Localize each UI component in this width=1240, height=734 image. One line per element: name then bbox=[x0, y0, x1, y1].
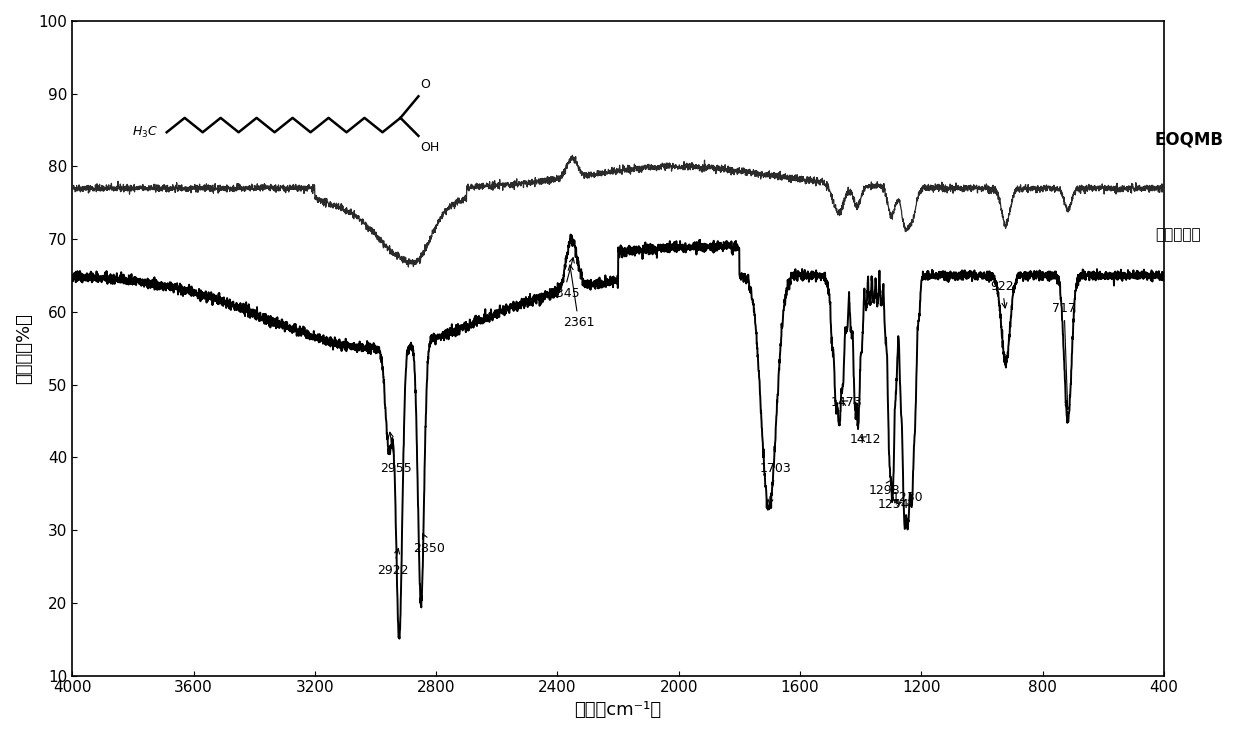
Text: 1230: 1230 bbox=[892, 491, 923, 507]
Text: 2955: 2955 bbox=[381, 432, 412, 475]
Text: 922: 922 bbox=[991, 280, 1014, 308]
Text: 2361: 2361 bbox=[563, 265, 594, 330]
X-axis label: 波长（cm⁻¹）: 波长（cm⁻¹） bbox=[574, 701, 662, 719]
Text: 1412: 1412 bbox=[851, 433, 882, 446]
Text: 717: 717 bbox=[1053, 302, 1076, 410]
Text: 2345: 2345 bbox=[548, 258, 579, 300]
Text: 1703: 1703 bbox=[760, 462, 791, 504]
Text: 正十五烷酸: 正十五烷酸 bbox=[1154, 228, 1200, 242]
Text: 2922: 2922 bbox=[377, 548, 409, 577]
Text: 1298: 1298 bbox=[868, 480, 900, 497]
Text: 1473: 1473 bbox=[831, 396, 862, 410]
Y-axis label: 吸光度（%）: 吸光度（%） bbox=[15, 313, 33, 384]
Text: EOQMB: EOQMB bbox=[1154, 131, 1224, 149]
Text: 2850: 2850 bbox=[413, 534, 445, 555]
Text: 1254: 1254 bbox=[878, 498, 909, 512]
